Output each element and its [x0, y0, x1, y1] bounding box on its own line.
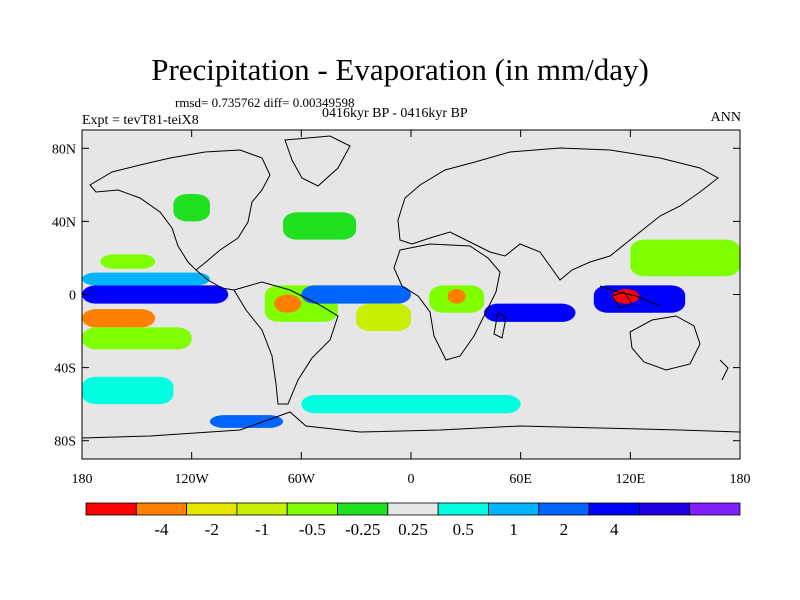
colorbar-box-4	[286, 502, 338, 516]
field-region-15	[593, 285, 686, 313]
colorbar-box-1	[135, 502, 188, 516]
season-label: ANN	[710, 110, 741, 125]
colorbar-box-9	[538, 502, 590, 516]
x-tick-label-0: 180	[72, 472, 93, 487]
coast-australia	[629, 315, 701, 371]
field-region-8	[173, 193, 210, 222]
colorbar-label-6: 0.5	[453, 520, 474, 539]
field-region-10	[301, 285, 411, 304]
field-region-9	[283, 212, 357, 240]
colorbar-label-2: -1	[255, 520, 269, 539]
coastlines	[82, 135, 740, 439]
y-tick-label-2: 0	[69, 289, 76, 304]
x-tick-label-5: 120E	[616, 472, 646, 487]
field-region-5	[82, 376, 174, 405]
coast-antarctica	[82, 411, 740, 439]
colorbar-box-6	[387, 502, 439, 516]
field-layer	[82, 193, 740, 428]
field-region-18	[301, 395, 521, 414]
colorbar-label-3: -0.5	[299, 520, 326, 539]
field-region-17	[630, 239, 740, 277]
stats-text: rmsd= 0.735762 diff= 0.00349598	[175, 95, 355, 110]
coast-north-america	[89, 149, 271, 271]
y-axis: 80N 40N 0 40S 80S	[52, 142, 740, 450]
period-label: 0416kyr BP - 0416kyr BP	[322, 106, 468, 121]
colorbar-box-0	[85, 502, 137, 516]
colorbar-label-7: 1	[509, 520, 518, 539]
x-tick-label-4: 60E	[509, 472, 532, 487]
coast-madagascar	[493, 311, 507, 339]
field-region-1	[82, 272, 210, 286]
colorbar-box-8	[488, 502, 540, 516]
colorbar-label-5: 0.25	[398, 520, 428, 539]
coast-indonesia	[599, 285, 661, 309]
field-region-4	[82, 327, 192, 350]
field-region-0	[82, 285, 229, 304]
colorbar-label-0: -4	[154, 520, 169, 539]
colorbar-box-10	[588, 502, 640, 516]
field-region-14	[484, 303, 576, 322]
colorbar-box-2	[186, 502, 238, 516]
colorbar-box-7	[437, 502, 489, 516]
y-tick-label-3: 40S	[54, 362, 76, 377]
field-region-13	[447, 289, 466, 304]
field-region-2	[100, 254, 156, 269]
colorbar-label-9: 4	[610, 520, 619, 539]
y-tick-label-1: 40N	[52, 215, 76, 230]
y-tick-label-4: 80S	[54, 435, 76, 450]
colorbar-box-3	[236, 502, 288, 516]
x-tick-label-2: 60W	[288, 472, 316, 487]
field-region-19	[209, 415, 284, 428]
x-axis: 180 120W 60W 0 60E 120E 180	[72, 130, 751, 487]
colorbar: -4 -2 -1 -0.5 -0.25 0.25 0.5 1 2 4	[85, 502, 741, 539]
colorbar-label-1: -2	[205, 520, 219, 539]
coast-south-america	[233, 281, 339, 405]
field-region-3	[82, 309, 156, 328]
y-tick-label-0: 80N	[52, 142, 76, 157]
chart-title: Precipitation - Evaporation (in mm/day)	[151, 52, 649, 87]
field-region-7	[273, 294, 302, 313]
colorbar-box-12	[689, 502, 741, 516]
colorbar-box-11	[638, 502, 691, 516]
colorbar-box-5	[337, 502, 389, 516]
x-tick-label-1: 120W	[175, 472, 210, 487]
coast-greenland	[284, 135, 351, 187]
colorbar-label-8: 2	[560, 520, 569, 539]
x-tick-label-6: 180	[730, 472, 751, 487]
coast-africa	[393, 243, 501, 361]
coast-eurasia	[397, 147, 719, 281]
colorbar-label-4: -0.25	[345, 520, 380, 539]
field-region-11	[356, 303, 411, 332]
coast-new-zealand	[719, 359, 729, 381]
coast-central-america	[195, 269, 235, 291]
experiment-label: Expt = tevT81-teiX8	[82, 113, 199, 128]
x-tick-label-3: 0	[408, 472, 415, 487]
